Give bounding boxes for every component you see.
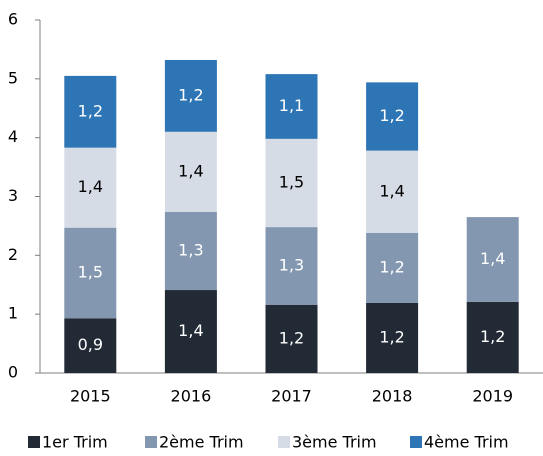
bar-segment [64,318,117,373]
legend-swatch [410,436,422,448]
bar-segment [466,301,519,373]
legend-label: 3ème Trim [292,433,377,452]
data-label: 1,5 [78,262,103,281]
x-tick-label: 2017 [271,387,312,406]
x-tick-label: 2015 [70,387,111,406]
bar-segment [164,290,217,373]
legend-label: 2ème Trim [159,433,244,452]
y-tick-label: 2 [8,245,18,264]
y-tick-label: 1 [8,304,18,323]
data-label: 1,4 [379,181,404,200]
data-label: 1,1 [279,96,304,115]
bar-segment [265,227,318,305]
data-label: 1,3 [279,255,304,274]
data-label: 1,2 [379,106,404,125]
y-tick-label: 6 [8,10,18,29]
x-tick-label: 2018 [372,387,413,406]
data-label: 1,3 [178,240,203,259]
data-label: 1,2 [279,328,304,347]
bar-segment [64,227,117,319]
legend-swatch [278,436,290,448]
x-tick-label: 2019 [472,387,513,406]
bar-segment [164,211,217,291]
data-label: 1,4 [480,249,505,268]
legend-swatch [145,436,157,448]
data-label: 1,4 [178,321,203,340]
bar-segment [164,60,217,132]
bar-segment [366,150,419,233]
bar-segment [265,74,318,139]
y-tick-label: 5 [8,68,18,87]
data-label: 1,2 [480,327,505,346]
data-label: 1,2 [379,327,404,346]
bar-segment [164,131,217,212]
legend-label: 1er Trim [42,433,108,452]
bar-segment [366,82,419,151]
y-tick-label: 0 [8,363,18,382]
bar-segment [366,302,419,373]
x-tick-label: 2016 [171,387,212,406]
data-label: 1,4 [78,177,103,196]
data-label: 0,9 [78,335,103,354]
y-tick-label: 3 [8,186,18,205]
y-tick-label: 4 [8,127,18,146]
legend-swatch [28,436,40,448]
bar-segment [64,75,117,148]
data-label: 1,2 [178,85,203,104]
bar-segment [265,138,318,228]
data-label: 1,2 [78,101,103,120]
bar-segment [265,304,318,373]
data-label: 1,2 [379,257,404,276]
bar-segment [64,147,117,228]
legend-label: 4ème Trim [424,433,509,452]
data-label: 1,4 [178,161,203,180]
bar-segment [466,217,519,302]
data-label: 1,5 [279,172,304,191]
bar-segment [366,232,419,303]
